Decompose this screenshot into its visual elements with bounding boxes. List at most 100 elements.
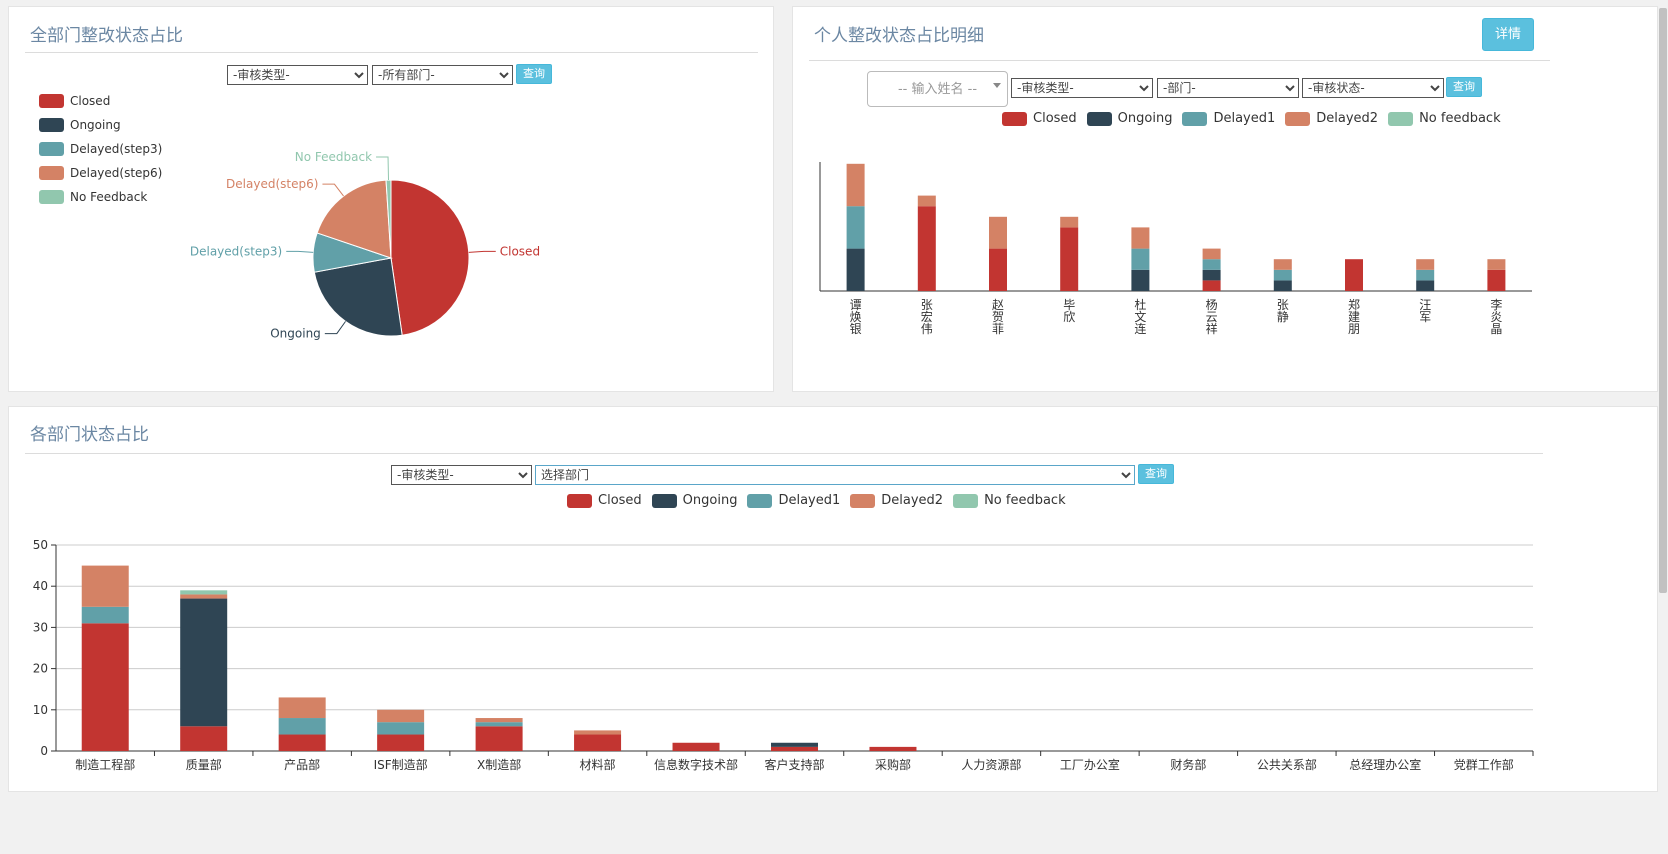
bar-segment[interactable] (771, 742, 818, 747)
bar-segment[interactable] (1202, 280, 1221, 291)
bar-segment[interactable] (1416, 280, 1435, 291)
bar-segment[interactable] (1202, 269, 1221, 281)
bar-segment[interactable] (278, 734, 326, 751)
legend-swatch (1388, 111, 1414, 126)
query-button[interactable]: 查询 (1138, 464, 1174, 484)
department-select[interactable]: -部门- (1157, 78, 1299, 98)
pie-label-nofeedback: No Feedback (295, 150, 372, 164)
y-tick-label: 20 (33, 662, 48, 676)
legend-item-delayed2[interactable]: Delayed2 (850, 493, 943, 508)
x-tick-label: 汪军 (1419, 298, 1431, 324)
legend-swatch (651, 493, 677, 508)
bar-segment[interactable] (1060, 216, 1079, 228)
legend-item-closed[interactable]: Closed (39, 89, 162, 113)
bar-segment[interactable] (377, 709, 425, 723)
name-input-placeholder: -- 输入姓名 -- (897, 82, 978, 97)
bar-segment[interactable] (771, 746, 818, 751)
legend-item-ongoing[interactable]: Ongoing (1086, 111, 1172, 126)
bar-segment[interactable] (1060, 227, 1079, 291)
bar-segment[interactable] (81, 606, 129, 624)
pie-slice-closed[interactable] (390, 179, 470, 336)
legend-item-nofeedback[interactable]: No Feedback (39, 185, 162, 209)
bar-segment[interactable] (1131, 248, 1150, 270)
y-tick-label: 50 (33, 538, 48, 552)
page-scrollbar[interactable] (1658, 0, 1668, 854)
department-select[interactable]: 选择部门 (535, 465, 1135, 485)
bar-segment[interactable] (846, 163, 865, 207)
bar-segment[interactable] (1131, 269, 1150, 291)
legend-label: No feedback (984, 493, 1066, 508)
pie-slice-delayed6[interactable] (316, 179, 392, 259)
bar-segment[interactable] (917, 195, 936, 207)
bar-segment[interactable] (1416, 269, 1435, 281)
audit-type-select[interactable]: -审核类型- (227, 65, 368, 85)
bar-segment[interactable] (180, 726, 228, 751)
detail-button[interactable]: 详情 (1482, 18, 1534, 51)
bar-segment[interactable] (81, 623, 129, 751)
bar-segment[interactable] (1345, 259, 1363, 291)
bar-segment[interactable] (846, 206, 865, 249)
legend-item-nofeedback[interactable]: No feedback (953, 493, 1066, 508)
bar-segment[interactable] (846, 248, 865, 291)
bar-segment[interactable] (180, 594, 228, 599)
bar-segment[interactable] (475, 722, 523, 727)
bar-segment[interactable] (1131, 227, 1150, 249)
bar-segment[interactable] (869, 746, 917, 751)
bar-segment[interactable] (377, 722, 425, 735)
bar-segment[interactable] (377, 734, 425, 751)
x-tick-label: 张静 (1277, 298, 1289, 324)
bar-segment[interactable] (180, 598, 228, 727)
bar-segment[interactable] (1273, 280, 1292, 291)
pie-label-line (286, 250, 314, 253)
legend-item-delayed1[interactable]: Delayed1 (747, 493, 840, 508)
x-tick-label: 杜文连 (1134, 297, 1146, 336)
name-input[interactable]: -- 输入姓名 -- (867, 71, 1008, 107)
bar-segment[interactable] (278, 718, 326, 735)
bar-segment[interactable] (672, 742, 720, 751)
legend-item-ongoing[interactable]: Ongoing (39, 113, 162, 137)
panel-all-departments: 全部门整改状态占比 -审核类型- -所有部门- 查询 Closed Ongoin… (8, 6, 774, 392)
legend-item-closed[interactable]: Closed (567, 493, 642, 508)
audit-type-select[interactable]: -审核类型- (1011, 78, 1153, 98)
bar-segment[interactable] (180, 590, 228, 595)
legend-swatch (953, 493, 979, 508)
bar-segment[interactable] (1202, 259, 1221, 270)
bar-segment[interactable] (1487, 269, 1506, 291)
bar-segment[interactable] (475, 718, 523, 723)
x-tick-label: 杨云祥 (1206, 297, 1218, 336)
personal-bar-chart: 谭焕银 张宏伟 赵贺菲 毕欣 杜文连 杨云祥 张静 郑建朋 汪军 李炎晶 (819, 162, 1532, 336)
bar-segment[interactable] (989, 248, 1007, 291)
legend-item-nofeedback[interactable]: No feedback (1388, 111, 1501, 126)
bar-segment[interactable] (989, 216, 1007, 249)
bar-segment[interactable] (1273, 259, 1292, 270)
bar-segment[interactable] (81, 565, 129, 607)
bar-segment[interactable] (1416, 259, 1435, 270)
audit-status-select[interactable]: -审核状态- (1302, 78, 1444, 98)
query-button[interactable]: 查询 (516, 64, 552, 84)
bar-segment[interactable] (278, 697, 326, 719)
legend-item-ongoing[interactable]: Ongoing (651, 493, 737, 508)
bar-segment[interactable] (1487, 259, 1506, 270)
pie-slice-ongoing[interactable] (313, 257, 403, 337)
audit-type-select[interactable]: -审核类型- (391, 465, 532, 485)
legend-item-delayed1[interactable]: Delayed1 (1182, 111, 1275, 126)
department-select[interactable]: -所有部门- (372, 65, 513, 85)
bar-segment[interactable] (574, 734, 622, 751)
panel-title: 各部门状态占比 (30, 425, 149, 445)
bar-segment[interactable] (917, 206, 936, 291)
bar-segment[interactable] (574, 730, 622, 735)
legend-item-delayed6[interactable]: Delayed(step6) (39, 161, 162, 185)
y-tick-label: 40 (33, 579, 48, 593)
panel-title: 个人整改状态占比明细 (814, 26, 984, 46)
legend-item-delayed2[interactable]: Delayed2 (1285, 111, 1378, 126)
x-tick-label: 客户支持部 (764, 757, 824, 772)
legend-item-closed[interactable]: Closed (1002, 111, 1077, 126)
bar-segment[interactable] (1202, 248, 1221, 260)
legend-item-delayed3[interactable]: Delayed(step3) (39, 137, 162, 161)
pie-label-line (468, 250, 496, 253)
scrollbar-thumb[interactable] (1659, 8, 1667, 593)
query-button[interactable]: 查询 (1446, 77, 1482, 97)
pie-slice-nofeedback[interactable] (385, 179, 392, 259)
bar-segment[interactable] (1273, 269, 1292, 281)
bar-segment[interactable] (475, 726, 523, 751)
